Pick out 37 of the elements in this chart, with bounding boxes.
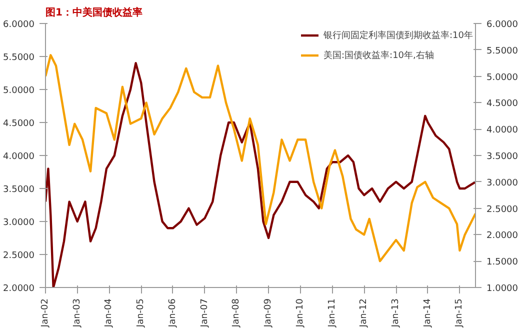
x-tick-label: Jan-06 [168,298,178,328]
y-tick-label: 5.0000 [3,86,35,96]
x-tick-label: Jan-15 [454,298,465,328]
legend-label: 美国:国债收益率:10年,右轴 [324,50,434,62]
y-tick-label: 6.0000 [3,20,35,30]
x-tick-label: Jan-12 [359,298,370,328]
y2-tick-label: 2.0000 [486,231,518,242]
y-tick-label: 3.0000 [3,218,35,228]
y-tick-label: 2.0000 [3,284,35,294]
y2-tick-label: 5.0000 [486,72,518,83]
x-tick-label: Jan-07 [200,298,210,328]
x-tick-label: Jan-05 [136,298,146,328]
y-tick-label: 2.5000 [3,251,35,261]
x-tick-label: Jan-09 [264,298,274,328]
y-tick-label: 5.5000 [3,53,35,63]
y2-tick-label: 6.0000 [486,20,518,30]
y2-tick-label: 3.0000 [486,178,518,188]
x-tick-label: Jan-11 [327,298,338,328]
chart-title: 图1：中美国债收益率 [46,6,142,18]
x-tick-label: Jan-13 [391,298,402,328]
y2-tick-label: 4.5000 [486,99,518,110]
y-tick-label: 4.0000 [3,152,35,162]
legend-label: 银行间固定利率国债到期收益率:10年 [324,30,473,42]
y2-tick-label: 2.5000 [486,204,518,215]
y2-tick-label: 1.5000 [486,258,518,268]
y-tick-label: 3.5000 [3,185,35,195]
y2-tick-label: 1.0000 [486,284,518,294]
x-tick-label: Jan-02 [40,298,50,328]
y2-tick-label: 5.5000 [486,46,518,56]
y-tick-label: 4.5000 [3,119,35,129]
x-tick-label: Jan-10 [295,298,306,328]
x-tick-label: Jan-14 [422,298,433,328]
x-tick-label: Jan-08 [232,298,242,328]
x-tick-label: Jan-03 [72,298,82,328]
x-tick-label: Jan-04 [104,298,114,328]
y2-tick-label: 4.0000 [486,126,518,136]
y2-tick-label: 3.5000 [486,152,518,162]
